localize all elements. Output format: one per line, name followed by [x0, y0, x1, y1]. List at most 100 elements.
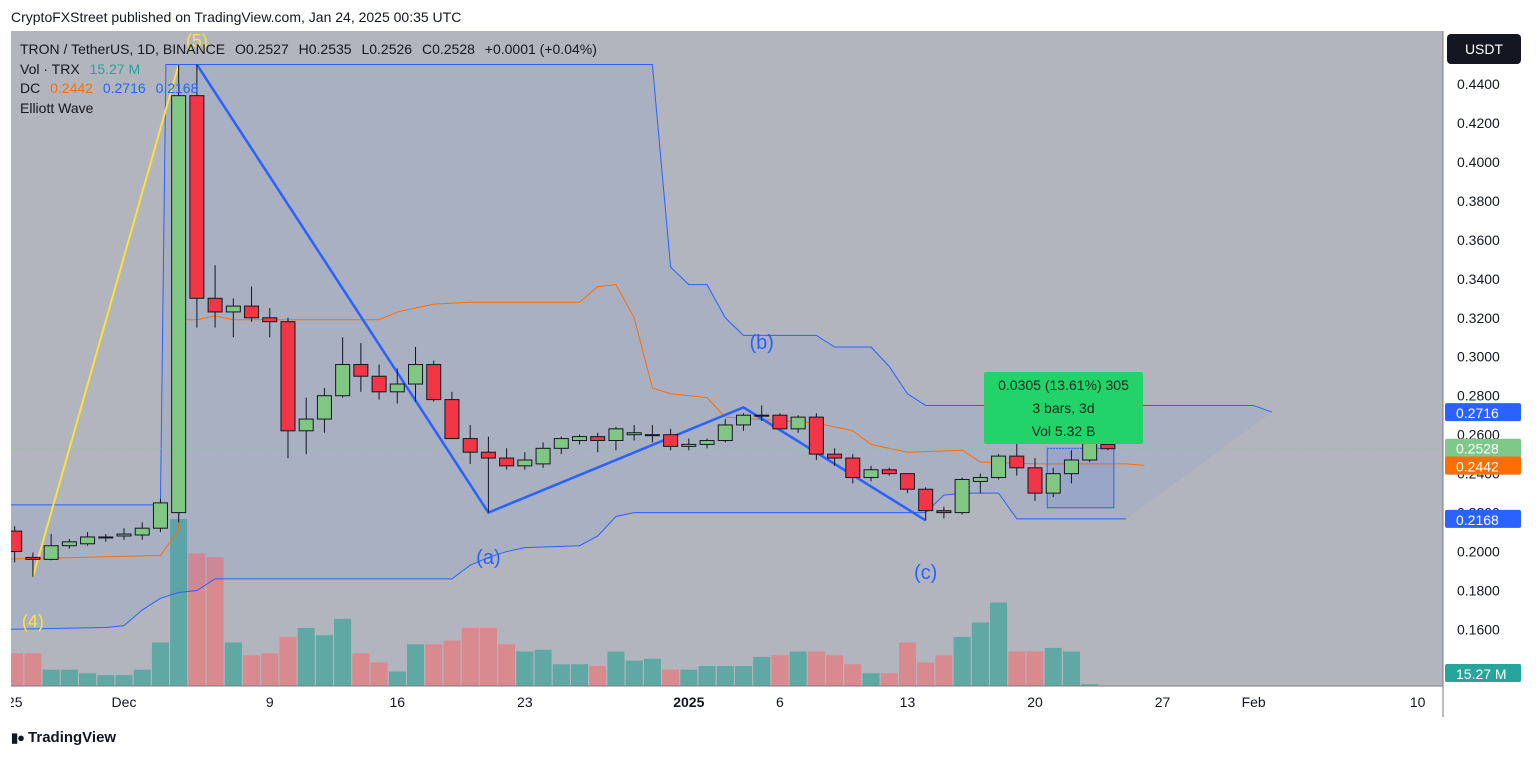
legend-dc-mid: 0.2442: [50, 80, 93, 96]
upper-band-badge-bg: [1445, 403, 1521, 422]
time-axis-background: [11, 686, 1443, 717]
candle-body: [517, 459, 533, 467]
volume-bar: [844, 664, 862, 686]
legend-dc-label: DC: [20, 80, 41, 96]
price-tick-label: 0.3800: [1457, 193, 1500, 209]
candle-body: [371, 375, 387, 393]
candle-body: [444, 399, 460, 440]
candle-body: [116, 533, 132, 537]
volume-bar: [97, 675, 115, 686]
candle-body: [1027, 467, 1043, 494]
candle-body: [808, 416, 824, 455]
volume-bar: [224, 642, 242, 686]
legend-symbol[interactable]: TRON / TetherUS, 1D, BINANCE: [20, 41, 226, 57]
candle-body: [899, 473, 915, 490]
time-tick-label: 6: [776, 694, 784, 710]
volume-bar: [206, 557, 224, 686]
time-tick-label: 10: [1410, 694, 1426, 710]
price-tick-label: 0.4200: [1457, 115, 1500, 131]
candle-body: [827, 453, 843, 459]
tradingview-logo[interactable]: ▮● TradingView: [11, 729, 116, 746]
donchian-mid-line: [11, 284, 1145, 560]
candle-body: [790, 416, 806, 430]
volume-bar: [1044, 647, 1062, 686]
volume-bar: [516, 651, 534, 686]
price-tick-label: 0.3400: [1457, 271, 1500, 287]
donchian-lower-line: [11, 492, 1127, 630]
volume-bar: [1008, 651, 1026, 686]
currency-button[interactable]: USDT: [1447, 34, 1521, 64]
time-tick-label: 16: [390, 694, 406, 710]
volume-bar: [534, 649, 552, 686]
time-tick-label: 27: [1155, 694, 1171, 710]
volume-bar: [498, 644, 516, 686]
price-tick-label: 0.1800: [1457, 583, 1500, 599]
volume-bar: [407, 644, 425, 686]
volume-bar: [1081, 684, 1099, 686]
volume-bar: [79, 673, 97, 686]
volume-bar: [334, 618, 352, 686]
candle-body: [936, 510, 952, 514]
volume-bar: [753, 656, 771, 686]
time-tick-label: Feb: [1242, 694, 1266, 710]
volume-bar: [807, 651, 825, 686]
volume-bar: [24, 653, 42, 686]
legend-vol-value: 15.27 M: [89, 60, 141, 77]
measure-line-3: Vol 5.32 B: [1031, 423, 1096, 439]
measure-line-1: 0.0305 (13.61%) 305: [998, 377, 1129, 393]
volume-bar: [11, 653, 24, 686]
legend-ohlc-row: TRON / TetherUS, 1D, BINANCE O0.2527 H0.…: [20, 40, 603, 60]
candle-body: [426, 364, 442, 401]
volume-bar: [662, 669, 680, 686]
legend-elliott-row[interactable]: Elliott Wave: [20, 99, 603, 119]
volume-bar: [188, 553, 206, 686]
candle-body: [663, 434, 679, 447]
candle-body: [189, 95, 205, 299]
legend-volume-row[interactable]: Vol · TRX 15.27 M: [20, 60, 603, 80]
elliott-major-label: (4): [22, 612, 44, 632]
legend-dc-row[interactable]: DC 0.2442 0.2716 0.2168: [20, 79, 603, 99]
time-tick-label: 25: [11, 694, 23, 710]
candle-body: [171, 95, 187, 514]
volume-bar: [261, 653, 279, 686]
candle-body: [954, 478, 970, 514]
candle-body: [608, 428, 624, 442]
volume-bar: [151, 642, 169, 686]
candle-body: [80, 536, 96, 545]
candle-body: [1045, 473, 1061, 494]
volume-bar: [716, 666, 734, 686]
time-tick-label: 13: [900, 694, 916, 710]
publisher-line: CryptoFXStreet published on TradingView.…: [11, 9, 462, 25]
candle-body: [918, 488, 934, 512]
volume-bar: [789, 651, 807, 686]
elliott-minor-label: (a): [476, 547, 500, 569]
legend-open: O0.2527: [235, 41, 289, 57]
candle-body: [98, 536, 114, 539]
volume-bar: [425, 644, 443, 686]
volume-bar: [352, 653, 370, 686]
tradingview-logo-text: TradingView: [28, 729, 117, 746]
measure-line-2: 3 bars, 3d: [1032, 400, 1095, 416]
volume-bar: [971, 622, 989, 686]
candle-body: [699, 440, 715, 445]
price-chart[interactable]: (4)(5)(a)(b)(c)0.46000.44000.42000.40000…: [11, 31, 1524, 717]
candle-body: [1082, 441, 1098, 461]
candle-body: [11, 530, 23, 553]
donchian-upper-line: [11, 64, 1273, 506]
volume-bar: [898, 642, 916, 686]
volume-bar: [279, 636, 297, 686]
volume-bar: [625, 660, 643, 686]
time-tick-label: 23: [517, 694, 533, 710]
volume-bar: [370, 662, 388, 686]
candle-body: [772, 414, 788, 430]
volume-bar: [443, 640, 461, 686]
time-tick-label: 2025: [673, 694, 704, 710]
candle-body: [881, 469, 897, 475]
volume-bar: [990, 602, 1008, 686]
chart-frame[interactable]: (4)(5)(a)(b)(c)0.46000.44000.42000.40000…: [11, 31, 1524, 717]
candle-body: [553, 438, 569, 449]
volume-bar: [60, 669, 78, 686]
volume-bar: [680, 669, 698, 686]
volume-badge-bg: [1445, 664, 1521, 682]
candle-body: [735, 414, 751, 426]
